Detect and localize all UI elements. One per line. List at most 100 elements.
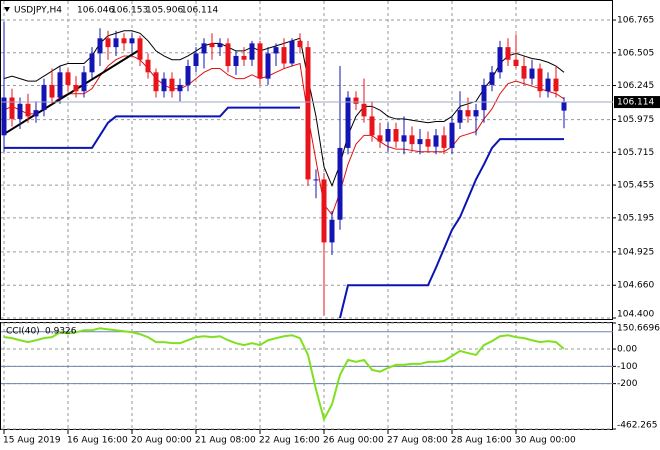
candle-body (57, 72, 63, 98)
candle-body (553, 78, 559, 92)
y-tick-label: -200 (617, 379, 638, 389)
y-tick-label: 150.6696 (617, 324, 660, 334)
candle-body (241, 55, 247, 60)
candle-body (353, 97, 359, 104)
candle-body (361, 103, 367, 117)
indicator-line (4, 106, 564, 319)
candle-body (393, 129, 399, 142)
candle-body (337, 147, 343, 220)
candle-body (281, 47, 287, 64)
trend-line (3, 48, 141, 135)
candle-body (265, 53, 271, 79)
current-price-label: 106.114 (617, 98, 654, 108)
y-tick-label: 104.400 (617, 310, 654, 320)
candle-body (537, 68, 543, 92)
x-tick-label: 22 Aug 16:00 (259, 436, 320, 446)
candle-body (473, 110, 479, 117)
x-tick-label: 16 Aug 16:00 (67, 436, 128, 446)
candle-body (417, 139, 423, 145)
y-tick-label: 104.925 (617, 247, 654, 257)
candle-body (409, 135, 415, 145)
high-value: 106.153 (111, 6, 148, 16)
candle-body (465, 110, 471, 117)
candle-body (145, 59, 151, 73)
y-tick-label: 106.245 (617, 81, 654, 91)
current-price-box (614, 96, 660, 109)
y-tick-label: 106.765 (617, 16, 654, 26)
candle-body (313, 179, 319, 181)
candle-body (185, 66, 191, 85)
y-tick-label: -100 (617, 362, 638, 372)
candle-body (449, 122, 455, 148)
candle-body (377, 135, 383, 142)
candle-body (137, 38, 143, 60)
x-tick-label: 21 Aug 08:00 (195, 436, 256, 446)
candle-body (321, 179, 327, 243)
cci-line (3, 327, 565, 422)
candle-body (129, 38, 135, 44)
open-value: 106.046 (77, 6, 114, 16)
candle-body (297, 40, 303, 48)
candle-body (89, 53, 95, 73)
cci-panel (0, 322, 613, 430)
candle-body (121, 38, 127, 44)
candle-body (433, 135, 439, 147)
candle-body (97, 38, 103, 54)
x-tick-label: 20 Aug 00:00 (131, 436, 192, 446)
candle-body (233, 55, 239, 67)
candle-body (25, 103, 31, 117)
candle-body (329, 219, 335, 243)
candle-body (489, 72, 495, 85)
close-value: 106.114 (181, 6, 218, 16)
y-tick-label: 105.195 (617, 213, 654, 223)
y-tick-label: 105.455 (617, 181, 654, 191)
candle-body (1, 97, 7, 136)
x-tick-label: 27 Aug 08:00 (387, 436, 448, 446)
candle-body (49, 84, 55, 98)
candle-body (169, 78, 175, 92)
candle-body (545, 78, 551, 92)
candle-body (497, 47, 503, 73)
candle-body (305, 47, 311, 180)
chart-title: USDJPY,H4 (14, 6, 62, 16)
cci-title: CCI(40) (6, 327, 40, 337)
candle-body (161, 78, 167, 92)
candle-body (289, 40, 295, 64)
candle-body (385, 129, 391, 142)
candle-body (249, 43, 255, 60)
x-tick-label: 26 Aug 00:00 (323, 436, 384, 446)
x-tick-label: 15 Aug 2019 (3, 436, 61, 446)
candle-body (105, 38, 111, 48)
low-value: 105.906 (146, 6, 183, 16)
candle-body (193, 53, 199, 67)
y-tick-label: 106.505 (617, 48, 654, 58)
candle-body (257, 43, 263, 79)
candle-body (225, 43, 231, 67)
candle-body (441, 135, 447, 148)
candle-body (273, 47, 279, 54)
x-tick-label: 28 Aug 16:00 (451, 436, 512, 446)
candle-body (481, 84, 487, 111)
menu-arrow (4, 7, 10, 12)
y-tick-label: 105.975 (617, 115, 654, 125)
y-tick-label: 0.00 (617, 345, 637, 355)
candle-body (369, 116, 375, 136)
y-tick-label: 104.660 (617, 281, 654, 291)
candle-body (113, 38, 119, 48)
candle-body (201, 43, 207, 54)
candle-body (177, 84, 183, 92)
candle-body (505, 47, 511, 60)
candle-body (561, 102, 567, 111)
cci-value: 0.9326 (45, 327, 77, 337)
candle-body (33, 110, 39, 117)
candle-body (529, 68, 535, 79)
candle-body (65, 72, 71, 85)
candle-body (401, 135, 407, 142)
candle-body (17, 103, 23, 119)
candle-body (41, 84, 47, 111)
candle-body (457, 110, 463, 123)
candle-body (9, 97, 15, 119)
candle-body (153, 72, 159, 92)
candle-body (73, 84, 79, 92)
